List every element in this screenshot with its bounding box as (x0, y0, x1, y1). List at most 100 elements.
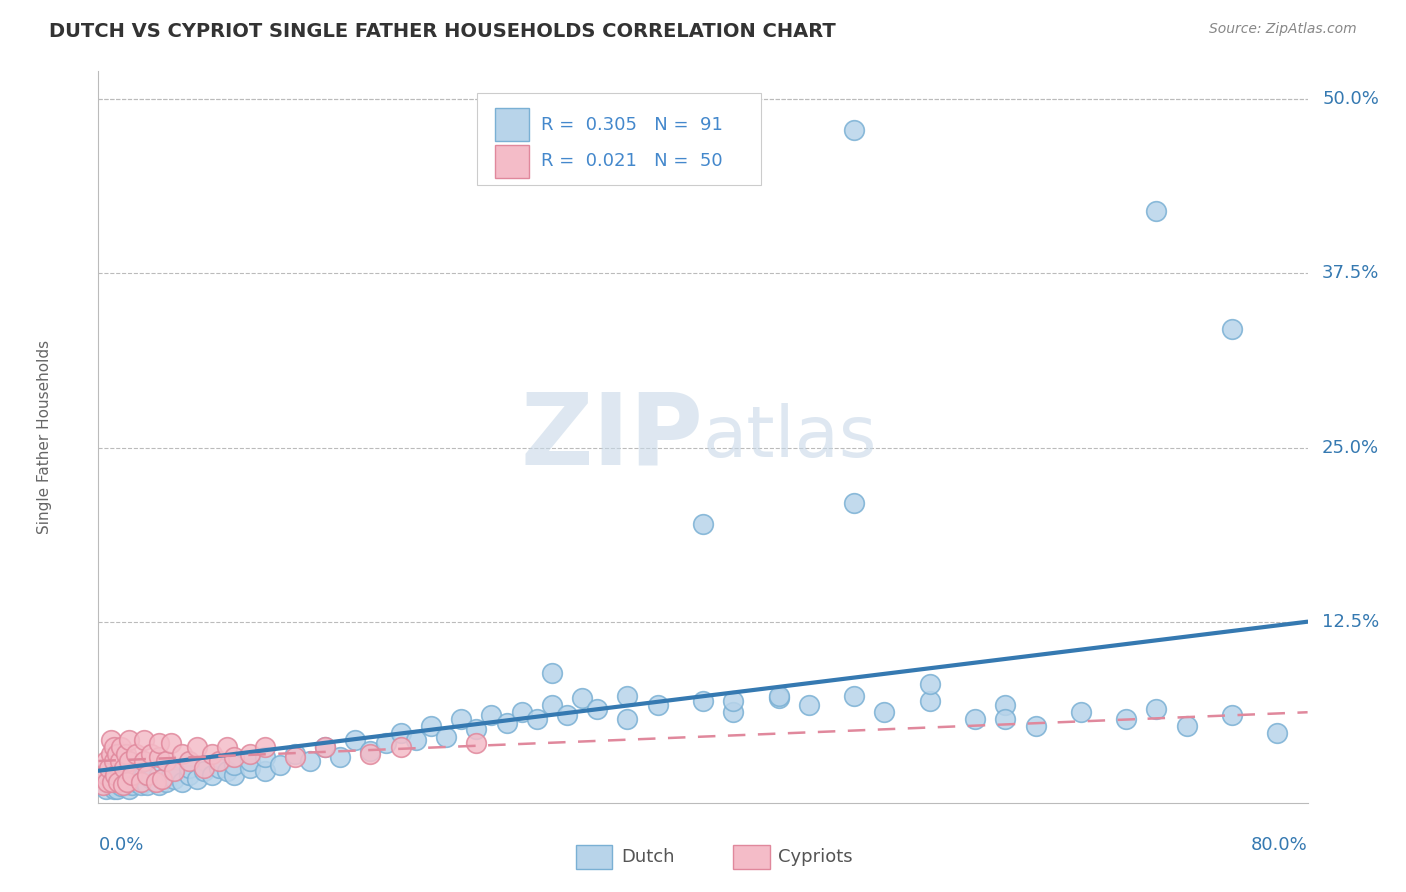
Point (314, 740, 336, 755)
Point (540, 698, 562, 713)
Point (132, 768, 155, 782)
Point (571, 691, 593, 706)
Point (150, 772, 173, 786)
Point (723, 694, 745, 708)
Point (692, 517, 714, 532)
Point (145, 775, 167, 789)
Point (148, 778, 170, 792)
Point (155, 775, 177, 789)
Point (118, 754, 141, 768)
Point (110, 772, 132, 786)
Point (434, 731, 457, 745)
Point (179, 761, 201, 775)
Point (215, 740, 238, 755)
Point (104, 768, 127, 782)
Point (389, 740, 412, 755)
Point (844, 689, 866, 703)
Point (141, 772, 163, 786)
Text: R =  0.021   N =  50: R = 0.021 N = 50 (541, 153, 723, 170)
Point (1115, 712, 1137, 726)
Point (201, 747, 224, 761)
Point (101, 775, 124, 789)
Point (132, 733, 155, 747)
Point (108, 754, 131, 768)
Point (586, 702, 609, 716)
Point (420, 719, 443, 733)
Point (150, 772, 173, 786)
Point (994, 698, 1017, 713)
Point (170, 775, 193, 789)
Point (1144, 702, 1167, 716)
Point (111, 778, 134, 792)
Point (121, 778, 143, 792)
Point (994, 712, 1017, 726)
Point (224, 768, 246, 782)
Point (132, 775, 155, 789)
Point (129, 778, 152, 792)
Point (616, 689, 638, 703)
Point (253, 764, 276, 778)
Point (148, 749, 170, 764)
Point (118, 781, 141, 796)
Point (918, 694, 941, 708)
Point (114, 747, 136, 761)
Point (115, 775, 138, 789)
Point (1220, 322, 1243, 336)
Point (616, 712, 638, 726)
FancyBboxPatch shape (734, 846, 769, 869)
Point (94, 768, 117, 782)
FancyBboxPatch shape (495, 108, 529, 141)
Text: 50.0%: 50.0% (1322, 90, 1379, 108)
Point (495, 716, 517, 731)
Point (314, 740, 336, 755)
Point (1024, 719, 1046, 733)
Text: Single Father Households: Single Father Households (37, 340, 52, 534)
Text: 37.5%: 37.5% (1322, 264, 1379, 283)
Point (405, 733, 427, 747)
Point (103, 754, 125, 768)
Point (284, 747, 307, 761)
Point (94, 754, 117, 768)
Point (299, 754, 322, 768)
Text: ZIP: ZIP (520, 389, 703, 485)
Point (118, 772, 141, 786)
Text: Cypriots: Cypriots (778, 848, 852, 866)
Point (555, 708, 578, 723)
Point (96, 775, 118, 789)
Point (450, 712, 472, 726)
Point (389, 726, 412, 740)
Point (125, 747, 148, 761)
Point (768, 689, 790, 703)
Point (269, 758, 291, 772)
Point (148, 736, 170, 750)
Point (114, 778, 136, 792)
Point (179, 754, 201, 768)
Point (465, 736, 488, 750)
Point (965, 712, 987, 726)
Point (360, 744, 382, 758)
Point (148, 768, 170, 782)
Point (160, 768, 183, 782)
Point (215, 764, 238, 778)
Point (510, 705, 533, 719)
Point (160, 736, 183, 750)
FancyBboxPatch shape (576, 846, 613, 869)
Point (135, 778, 157, 792)
Text: atlas: atlas (703, 402, 877, 472)
Point (170, 747, 193, 761)
Point (768, 691, 790, 706)
Point (1220, 708, 1243, 723)
Point (193, 764, 215, 778)
Point (163, 772, 186, 786)
Point (540, 666, 562, 681)
Point (224, 749, 246, 764)
Point (647, 698, 669, 713)
Text: 25.0%: 25.0% (1322, 439, 1379, 457)
Point (100, 733, 122, 747)
Text: Dutch: Dutch (621, 848, 675, 866)
Point (481, 708, 503, 723)
Point (873, 705, 896, 719)
Point (163, 764, 186, 778)
Point (344, 733, 367, 747)
Point (239, 761, 262, 775)
